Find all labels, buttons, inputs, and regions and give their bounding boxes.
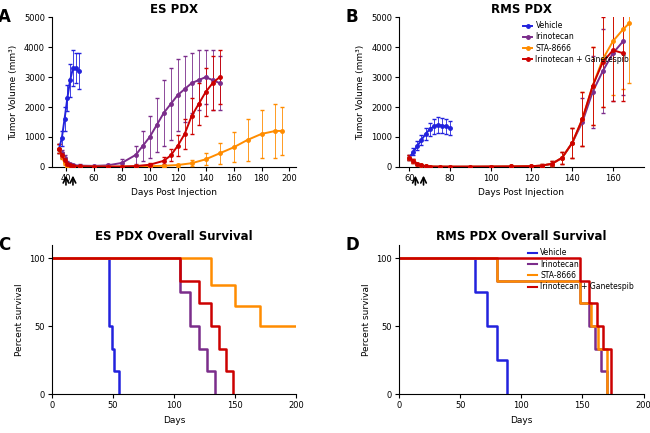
- Y-axis label: Tumor Volume (mm³): Tumor Volume (mm³): [356, 45, 365, 140]
- Title: ES PDX Overall Survival: ES PDX Overall Survival: [96, 230, 253, 243]
- Text: D: D: [345, 236, 359, 254]
- Text: B: B: [345, 8, 358, 26]
- X-axis label: Days: Days: [163, 416, 185, 424]
- Y-axis label: Percent survival: Percent survival: [362, 283, 371, 355]
- X-axis label: Days Post Injection: Days Post Injection: [131, 188, 217, 197]
- Text: C: C: [0, 236, 10, 254]
- Y-axis label: Tumor Volume (mm³): Tumor Volume (mm³): [9, 45, 18, 140]
- Title: RMS PDX: RMS PDX: [491, 3, 552, 16]
- Y-axis label: Percent survival: Percent survival: [15, 283, 24, 355]
- Title: RMS PDX Overall Survival: RMS PDX Overall Survival: [436, 230, 606, 243]
- Text: A: A: [0, 8, 11, 26]
- Legend: Vehicle, Irinotecan, STA-8666, Irinotecan + Ganetespib: Vehicle, Irinotecan, STA-8666, Irinoteca…: [525, 246, 637, 294]
- X-axis label: Days: Days: [510, 416, 532, 424]
- Legend: Vehicle, Irinotecan, STA-8666, Irinotecan + Ganetespib: Vehicle, Irinotecan, STA-8666, Irinoteca…: [520, 18, 632, 67]
- Title: ES PDX: ES PDX: [150, 3, 198, 16]
- X-axis label: Days Post Injection: Days Post Injection: [478, 188, 564, 197]
